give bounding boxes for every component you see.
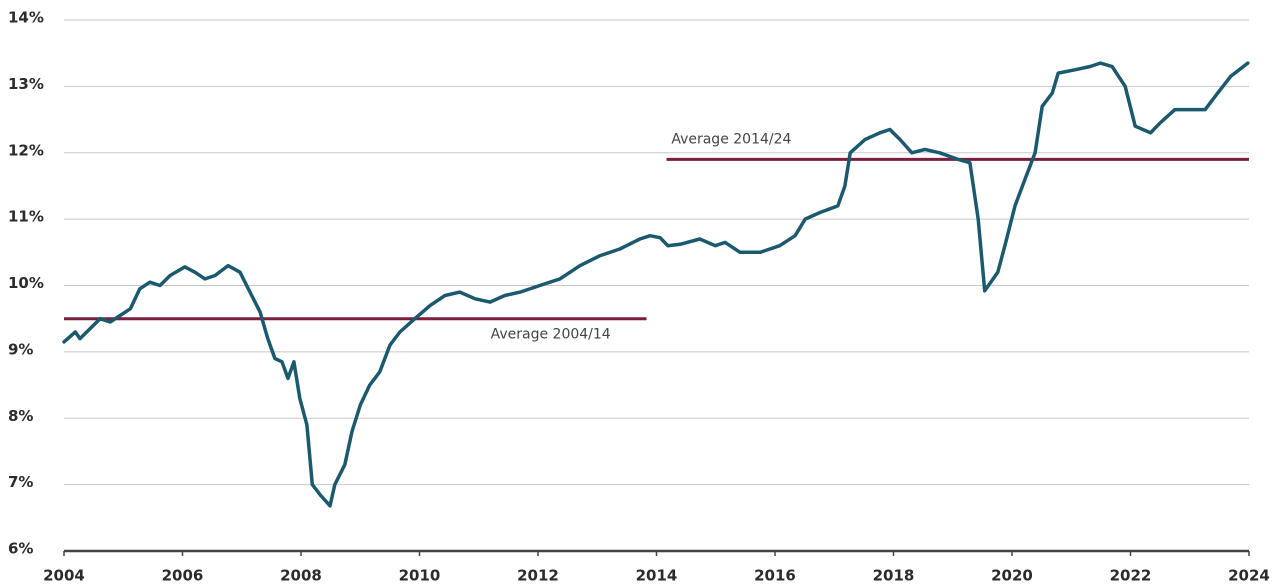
x-tick-label: 2024 — [1228, 567, 1270, 585]
y-tick-label: 9% — [8, 340, 33, 358]
x-tick-label: 2008 — [280, 567, 322, 585]
y-tick-label: 7% — [8, 473, 33, 491]
x-tick-label: 2018 — [873, 567, 915, 585]
x-tick-label: 2006 — [162, 567, 204, 585]
series-line — [62, 61, 1250, 508]
x-tick-label: 2014 — [636, 567, 678, 585]
x-tick-label: 2022 — [1110, 567, 1152, 585]
y-tick-label: 6% — [8, 540, 33, 558]
x-tick-label: 2004 — [43, 567, 85, 585]
average-label: Average 2004/14 — [491, 327, 611, 343]
average-label: Average 2014/24 — [671, 131, 791, 147]
x-tick-label: 2012 — [517, 567, 559, 585]
y-tick-label: 8% — [8, 407, 33, 425]
y-tick-label: 10% — [8, 274, 44, 292]
y-tick-label: 12% — [8, 141, 44, 159]
y-tick-label: 13% — [8, 75, 44, 93]
y-tick-label: 14% — [8, 9, 44, 27]
y-tick-label: 11% — [8, 208, 44, 226]
x-tick-label: 2016 — [754, 567, 796, 585]
x-tick-label: 2020 — [991, 567, 1033, 585]
x-tick-label: 2010 — [399, 567, 441, 585]
